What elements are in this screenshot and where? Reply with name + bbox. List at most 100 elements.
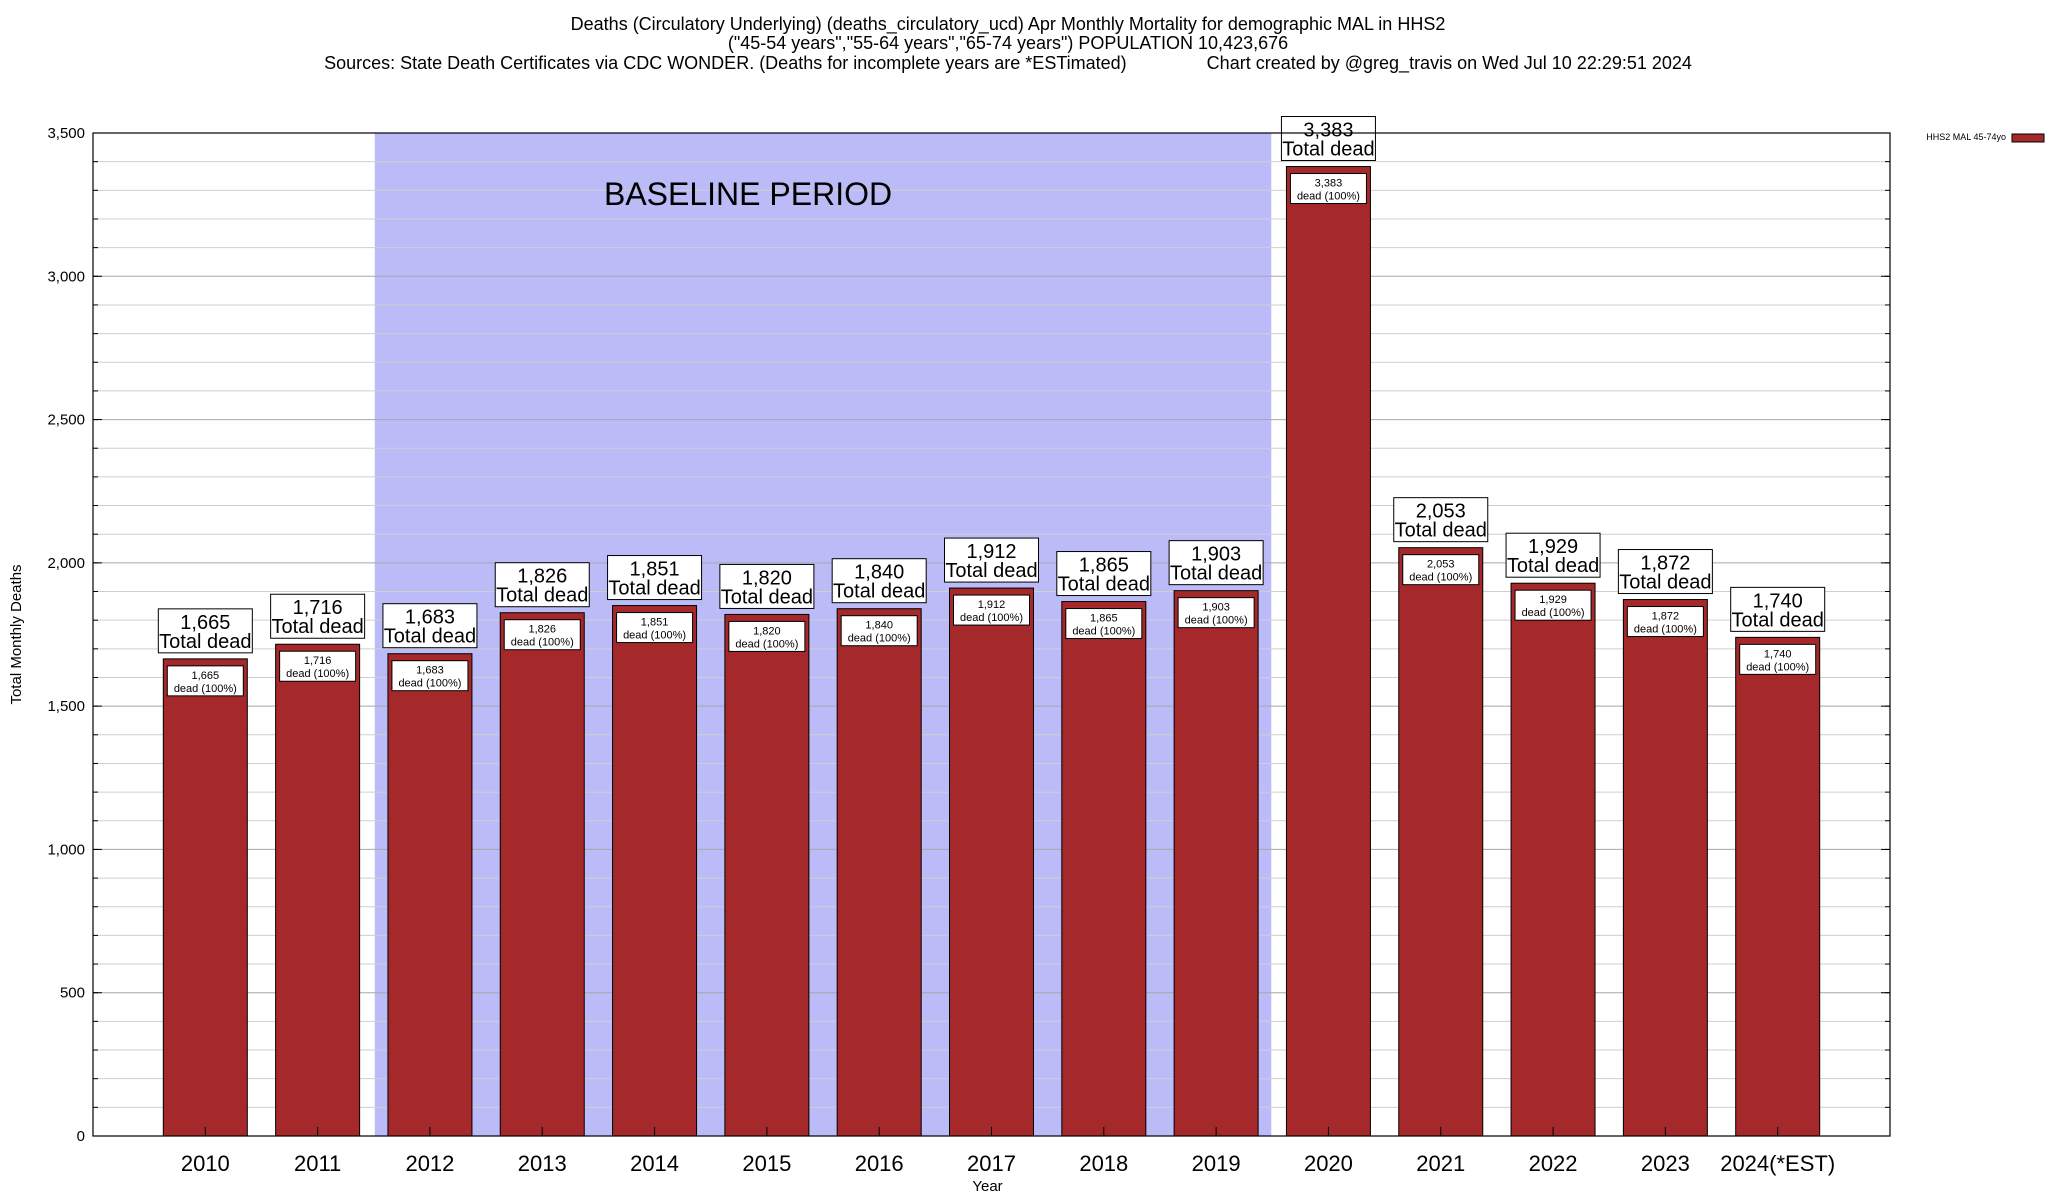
- bar-inner-percent: dead (100%): [623, 630, 686, 642]
- bar-total-value: 1,903: [1191, 544, 1241, 566]
- bar-total-label-box: [1168, 540, 1264, 586]
- bar-inner-percent: dead (100%): [1522, 607, 1585, 619]
- bar-total-value: 1,872: [1640, 553, 1690, 575]
- bar-inner-percent: dead (100%): [286, 668, 349, 680]
- bar-total-caption: Total dead: [1507, 555, 1599, 577]
- baseline-period-label: BASELINE PERIOD: [604, 176, 892, 212]
- bar-total-caption: Total dead: [1732, 609, 1824, 631]
- bar-total-label-box: [1505, 532, 1601, 578]
- legend-label: HHS2 MAL 45-74yo: [1926, 132, 2006, 142]
- bar: [1510, 582, 1596, 1137]
- bar-inner-label-box: [391, 660, 469, 692]
- bar-inner-label-box: [166, 665, 244, 697]
- bar-total-label-box: [382, 603, 478, 649]
- bar-total-value: 1,683: [405, 607, 455, 629]
- bar-inner-label-box: [728, 620, 806, 652]
- x-tick-label: 2018: [1079, 1151, 1128, 1176]
- bar-total-label-box: [1730, 586, 1826, 632]
- bar-inner-value: 1,903: [1202, 602, 1230, 614]
- bar-inner-percent: dead (100%): [1072, 626, 1135, 638]
- y-axis-label: Total Monthly Deaths: [8, 564, 25, 704]
- bar-inner-value: 1,851: [641, 617, 669, 629]
- bar-total-label-box: [157, 608, 253, 654]
- bar-inner-value: 1,683: [416, 665, 444, 677]
- bar-inner-value: 2,053: [1427, 559, 1455, 571]
- bar: [1735, 636, 1821, 1137]
- bar: [724, 613, 810, 1137]
- y-tick-label: 1,500: [47, 698, 85, 715]
- bar-total-value: 1,665: [180, 612, 230, 634]
- bar-total-caption: Total dead: [833, 581, 925, 603]
- x-tick-label: 2013: [518, 1151, 567, 1176]
- bar-total-label-box: [944, 537, 1039, 583]
- bar-inner-value: 1,665: [192, 670, 220, 682]
- x-tick-label: 2023: [1641, 1151, 1690, 1176]
- bar-inner-percent: dead (100%): [1634, 624, 1697, 636]
- bar-total-value: 1,826: [517, 566, 567, 588]
- bar-inner-value: 1,740: [1764, 648, 1792, 660]
- bar-total-caption: Total dead: [608, 578, 700, 600]
- bar-total-caption: Total dead: [1058, 574, 1150, 596]
- bar-inner-percent: dead (100%): [1297, 191, 1360, 203]
- bar-inner-value: 1,872: [1652, 611, 1680, 623]
- bar-total-caption: Total dead: [271, 616, 363, 638]
- bar-total-label-box: [1617, 549, 1713, 595]
- x-axis-label: Year: [972, 1178, 1002, 1195]
- bar-inner-percent: dead (100%): [735, 638, 798, 650]
- bar-total-label-box: [1056, 551, 1152, 597]
- bar-inner-value: 1,912: [978, 599, 1006, 611]
- bar-total-value: 3,383: [1303, 120, 1353, 142]
- bar-inner-percent: dead (100%): [1185, 615, 1248, 627]
- bar-inner-value: 1,865: [1090, 613, 1118, 625]
- y-tick-label: 0: [77, 1128, 85, 1145]
- bar: [949, 587, 1034, 1137]
- x-tick-label: 2020: [1304, 1151, 1353, 1176]
- x-tick-label: 2019: [1192, 1151, 1241, 1176]
- bar-total-caption: Total dead: [1619, 572, 1711, 594]
- bar: [612, 605, 698, 1137]
- bar: [275, 643, 361, 1137]
- x-tick-label: 2011: [294, 1151, 341, 1176]
- y-tick-label: 500: [60, 985, 85, 1002]
- x-tick-label: 2017: [967, 1151, 1016, 1176]
- bar-total-value: 1,851: [630, 559, 680, 581]
- y-tick-label: 3,000: [47, 268, 85, 285]
- bar-total-value: 1,716: [293, 597, 343, 619]
- bar-inner-label-box: [503, 619, 581, 651]
- bar-total-caption: Total dead: [159, 631, 251, 653]
- bar: [162, 658, 248, 1137]
- bar-inner-value: 3,383: [1315, 178, 1343, 190]
- bar-total-caption: Total dead: [1170, 563, 1262, 585]
- bar-total-label-box: [1393, 497, 1489, 543]
- legend: HHS2 MAL 45-74yo: [1926, 132, 2045, 143]
- bar: [1061, 601, 1147, 1137]
- bar-total-value: 1,820: [742, 567, 792, 589]
- x-tick-label: 2022: [1529, 1151, 1578, 1176]
- bar-inner-value: 1,716: [304, 655, 332, 667]
- bar-inner-value: 1,820: [753, 625, 781, 637]
- bar-total-value: 1,865: [1079, 555, 1129, 577]
- bar: [387, 653, 473, 1137]
- bar-inner-percent: dead (100%): [398, 678, 461, 690]
- chart-title: Deaths (Circulatory Underlying) (deaths_…: [570, 14, 1446, 34]
- bar-total-caption: Total dead: [1395, 520, 1487, 542]
- bar: [836, 608, 922, 1137]
- bar-total-label-box: [1280, 116, 1376, 162]
- bar-total-value: 1,840: [854, 562, 904, 584]
- y-tick-label: 1,000: [47, 841, 85, 858]
- x-tick-label: 2016: [855, 1151, 904, 1176]
- bar-inner-label-box: [1402, 554, 1480, 586]
- bar-inner-label-box: [1289, 173, 1367, 205]
- bar-inner-label-box: [1514, 589, 1592, 621]
- bar-total-label-box: [719, 563, 815, 609]
- bar-inner-percent: dead (100%): [1746, 661, 1809, 673]
- bar-inner-label-box: [616, 612, 694, 644]
- bar-total-value: 1,740: [1753, 590, 1803, 612]
- bar-inner-value: 1,929: [1539, 594, 1567, 606]
- bar-inner-label-box: [1177, 597, 1255, 629]
- bar-total-label-box: [831, 558, 927, 604]
- bar-total-label-box: [607, 555, 703, 601]
- bar-total-caption: Total dead: [1282, 139, 1374, 161]
- bar-inner-label-box: [1626, 606, 1704, 638]
